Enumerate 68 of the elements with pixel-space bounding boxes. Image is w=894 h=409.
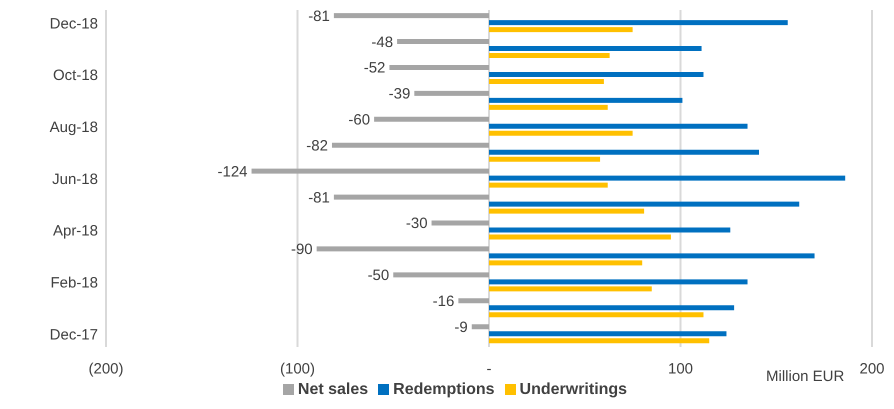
bar: [489, 260, 642, 266]
bar: [489, 124, 748, 129]
x-tick-label: (100): [280, 360, 316, 378]
bar: [472, 324, 489, 330]
bar: [397, 39, 489, 44]
legend-label: Net sales: [298, 381, 368, 398]
data-label: -30: [406, 215, 428, 232]
x-tick-label: -: [486, 360, 492, 378]
data-label: -9: [454, 318, 468, 336]
bar: [489, 227, 730, 232]
bar: [489, 98, 682, 103]
bar: [489, 27, 633, 32]
bar: [489, 208, 644, 214]
data-label: -124: [218, 163, 248, 180]
bar: [489, 279, 748, 284]
bar: [489, 53, 610, 58]
y-tick-label: Dec-18: [50, 15, 98, 32]
bar: [489, 20, 788, 26]
data-label: -48: [371, 34, 394, 51]
bar: [332, 142, 489, 148]
data-label: -90: [290, 241, 313, 258]
legend-label: Underwritings: [520, 381, 628, 398]
bar: [489, 78, 604, 84]
bar: [489, 72, 704, 77]
x-tick-label: 200: [859, 360, 885, 378]
data-label: -60: [348, 112, 370, 129]
bar: [334, 194, 489, 200]
data-label: -82: [306, 137, 328, 154]
bar: [489, 253, 815, 258]
data-label: -16: [432, 293, 454, 310]
bar: [374, 116, 489, 122]
bar: [489, 156, 600, 162]
y-tick-label: Dec-17: [50, 326, 98, 344]
bar: [252, 168, 489, 174]
bar: [393, 272, 489, 278]
bar: [489, 182, 608, 188]
bar: [316, 246, 489, 252]
x-tick-label: 100: [668, 360, 694, 378]
data-label: -52: [364, 60, 386, 77]
bar: [489, 130, 633, 136]
legend-label: Redemptions: [393, 381, 495, 398]
x-axis-title: Million EUR: [766, 368, 844, 385]
bar: [489, 312, 704, 318]
bar: [489, 234, 671, 240]
bar: [489, 305, 734, 310]
bar: [414, 90, 489, 96]
data-label: -81: [308, 8, 330, 25]
bar: [432, 220, 489, 226]
data-label: -81: [308, 189, 330, 206]
y-tick-label: Aug-18: [50, 118, 98, 136]
bar: [489, 331, 726, 336]
bar: [489, 104, 608, 110]
data-label: -39: [388, 86, 410, 103]
y-tick-label: Jun-18: [52, 170, 98, 188]
bar: [489, 202, 800, 207]
bar: [334, 13, 489, 18]
x-tick-label: (200): [88, 360, 124, 378]
y-tick-label: Apr-18: [52, 222, 98, 240]
bar: [489, 338, 710, 344]
bar: [458, 298, 489, 304]
y-tick-label: Oct-18: [52, 67, 98, 84]
bar: [489, 150, 760, 155]
y-tick-label: Feb-18: [50, 274, 98, 292]
bar: [489, 46, 702, 52]
bar: [389, 64, 489, 70]
data-label: -50: [368, 267, 390, 284]
bar: [489, 176, 846, 181]
bar: [489, 286, 652, 292]
